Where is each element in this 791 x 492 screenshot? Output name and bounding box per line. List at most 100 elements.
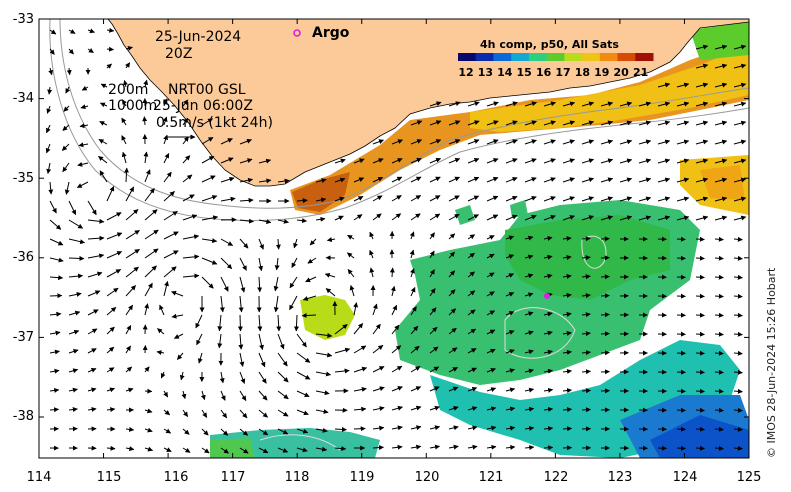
current-arrow — [315, 197, 327, 203]
current-arrow — [448, 289, 456, 297]
current-arrow — [307, 257, 317, 264]
current-arrow — [676, 445, 686, 451]
current-arrow — [98, 155, 108, 164]
current-arrow — [125, 387, 134, 393]
current-arrow — [68, 29, 76, 34]
current-arrow — [48, 181, 54, 195]
current-arrow — [467, 195, 480, 202]
current-arrow — [657, 101, 671, 107]
current-arrow — [275, 238, 281, 250]
current-arrow — [315, 216, 326, 222]
current-arrow — [733, 388, 743, 394]
current-arrow — [296, 390, 310, 398]
current-arrow — [182, 214, 198, 221]
current-arrow — [258, 371, 267, 384]
current-arrow — [68, 368, 79, 374]
current-arrow — [121, 135, 127, 145]
current-arrow — [68, 238, 86, 245]
current-arrow — [524, 273, 534, 279]
current-arrow — [334, 177, 346, 183]
current-arrow — [733, 44, 747, 50]
current-arrow — [429, 139, 442, 145]
current-arrow — [353, 345, 367, 354]
current-arrow — [467, 290, 476, 297]
current-arrow — [695, 388, 705, 394]
current-arrow — [106, 287, 119, 297]
current-arrow — [714, 407, 724, 413]
current-arrow — [125, 62, 131, 69]
y-tick-label: -38 — [12, 409, 34, 424]
colorbar-tick-label: 19 — [594, 66, 610, 79]
current-arrow — [49, 311, 62, 317]
current-arrow — [315, 409, 329, 415]
current-arrow — [324, 272, 336, 278]
current-arrow — [562, 101, 576, 107]
current-arrow — [505, 158, 518, 164]
current-arrow — [277, 447, 289, 453]
current-arrow — [156, 350, 165, 356]
current-arrow — [182, 409, 189, 417]
current-arrow — [277, 371, 289, 383]
current-arrow — [372, 323, 381, 335]
current-arrow — [121, 117, 127, 126]
current-arrow — [182, 447, 191, 453]
current-arrow — [239, 158, 253, 164]
current-arrow — [467, 367, 477, 373]
current-arrow — [182, 174, 193, 183]
current-arrow — [258, 409, 268, 418]
current-arrow — [106, 387, 115, 393]
current-arrow — [125, 186, 135, 202]
current-arrow — [524, 196, 537, 202]
current-arrow — [353, 302, 359, 316]
current-arrow — [61, 143, 70, 151]
current-arrow — [315, 371, 332, 377]
current-arrow — [676, 177, 690, 183]
current-arrow — [98, 138, 108, 145]
current-arrow — [220, 176, 235, 183]
current-arrow — [296, 447, 308, 453]
current-arrow — [733, 445, 743, 451]
current-arrow — [201, 276, 214, 289]
current-arrow — [505, 387, 516, 393]
current-arrow — [389, 267, 395, 278]
current-arrow — [182, 136, 189, 145]
argo-float-marker — [544, 293, 550, 299]
current-arrow — [505, 406, 516, 412]
current-arrow — [239, 409, 248, 419]
current-arrow — [486, 425, 497, 431]
current-arrow — [68, 349, 79, 354]
current-arrow — [159, 304, 165, 316]
current-arrow — [201, 428, 209, 436]
current-arrow — [410, 405, 422, 411]
current-arrow — [239, 390, 247, 401]
current-arrow — [467, 234, 476, 240]
current-arrow — [714, 82, 728, 88]
current-arrow — [173, 333, 184, 339]
current-arrow — [179, 371, 185, 381]
current-arrow — [200, 390, 206, 401]
current-arrow — [124, 167, 130, 183]
current-arrow — [163, 409, 171, 416]
colorbar-swatch — [635, 53, 654, 61]
current-arrow — [486, 406, 497, 412]
current-arrow — [277, 409, 289, 417]
current-arrow — [695, 196, 709, 202]
current-arrow — [182, 99, 189, 107]
current-arrow — [524, 330, 534, 336]
current-arrow — [106, 186, 115, 202]
current-arrow — [562, 215, 575, 221]
current-arrow — [505, 254, 515, 259]
current-arrow — [524, 158, 537, 164]
current-arrow — [562, 255, 572, 260]
current-arrow — [87, 290, 101, 297]
current-arrow — [448, 444, 459, 450]
current-arrow — [325, 288, 336, 297]
current-arrow — [181, 390, 187, 400]
current-arrow — [201, 215, 219, 221]
colorbar-swatch — [528, 53, 548, 61]
current-arrow — [448, 101, 461, 107]
current-arrow — [391, 324, 400, 335]
current-arrow — [562, 388, 573, 394]
current-arrow — [289, 276, 298, 289]
